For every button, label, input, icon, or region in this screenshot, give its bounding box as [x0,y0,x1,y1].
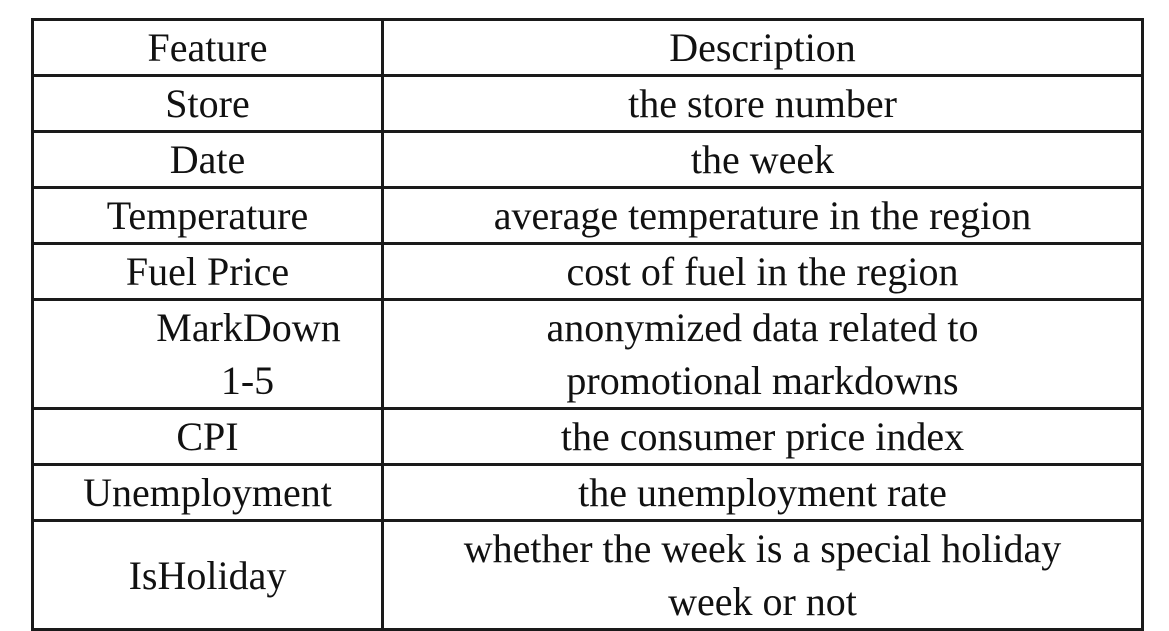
description-cell: anonymized data related to promotional m… [381,298,1144,410]
table-header-row: Feature Description [31,18,1144,77]
feature-cell: Date [31,130,384,189]
feature-line: MarkDown [156,305,341,350]
description-line: whether the week is a special holiday [463,526,1062,571]
description-line: promotional markdowns [566,358,959,403]
description-cell: the unemployment rate [381,463,1144,522]
table-row: CPI the consumer price index [31,407,1144,466]
feature-cell: MarkDown 1-5 [31,298,384,410]
feature-description-table: Feature Description Store the store numb… [31,18,1144,631]
table-row: Temperature average temperature in the r… [31,186,1144,245]
header-description: Description [381,18,1144,77]
feature-cell: Temperature [31,186,384,245]
description-line: anonymized data related to [546,305,979,350]
table-row: IsHoliday whether the week is a special … [31,519,1144,631]
description-cell: the store number [381,74,1144,133]
table-row: MarkDown 1-5 anonymized data related to … [31,298,1144,410]
table-row: Store the store number [31,74,1144,133]
feature-table-container: Feature Description Store the store numb… [31,18,1144,631]
table-row: Unemployment the unemployment rate [31,463,1144,522]
feature-cell: Unemployment [31,463,384,522]
feature-line: 1-5 [220,358,275,403]
table-row: Date the week [31,130,1144,189]
feature-cell: IsHoliday [31,519,384,631]
table-row: Fuel Price cost of fuel in the region [31,242,1144,301]
description-cell: whether the week is a special holiday we… [381,519,1144,631]
description-cell: the consumer price index [381,407,1144,466]
description-cell: the week [381,130,1144,189]
feature-cell: CPI [31,407,384,466]
feature-cell: Fuel Price [31,242,384,301]
description-line: week or not [668,579,857,624]
description-cell: cost of fuel in the region [381,242,1144,301]
header-feature: Feature [31,18,384,77]
description-cell: average temperature in the region [381,186,1144,245]
feature-cell: Store [31,74,384,133]
